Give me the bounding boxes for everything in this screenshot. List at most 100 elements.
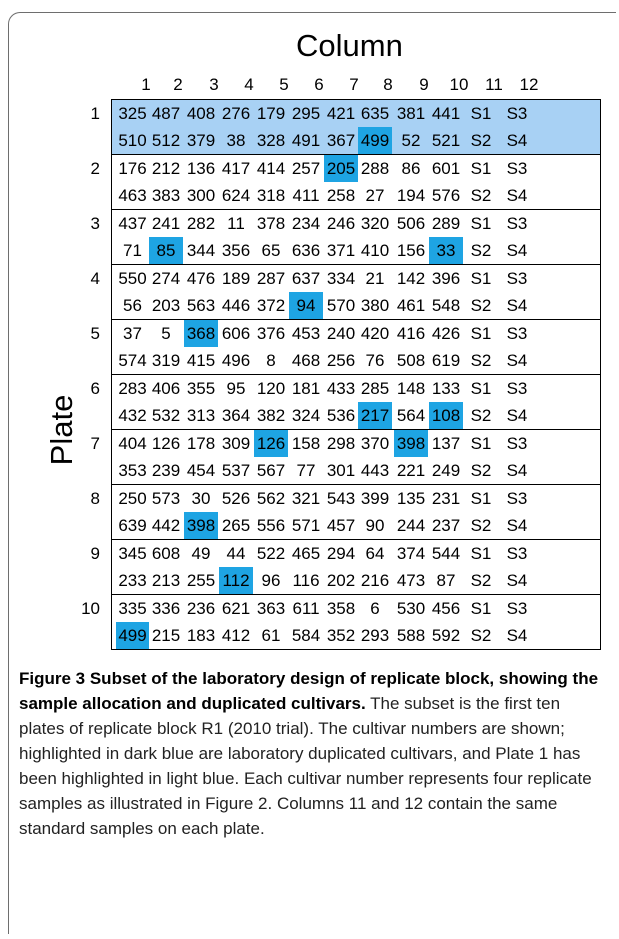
cultivar-cell: 233 <box>118 571 147 590</box>
cultivar-cell: 624 <box>221 186 251 205</box>
cultivar-cell: 635 <box>360 104 390 123</box>
cultivar-cell: 372 <box>256 296 286 315</box>
cultivar-cell: S2 <box>470 571 492 590</box>
cultivar-cell: 537 <box>221 461 251 480</box>
cultivar-cell: 412 <box>221 626 251 645</box>
column-number: 3 <box>209 75 219 94</box>
plate-row: 404 126 178 309 126 158 298 370 398 137 S1 S3 <box>112 430 600 457</box>
cultivar-cell: 215 <box>151 626 181 645</box>
cultivar-cell: 234 <box>291 214 321 233</box>
cultivar-cell: 574 <box>118 351 147 370</box>
plate-number: 1 <box>90 104 100 123</box>
cultivar-cell: 465 <box>291 544 321 563</box>
cultivar-cell: 321 <box>291 489 321 508</box>
cultivar-cell: 250 <box>118 489 147 508</box>
cultivar-cell: S1 <box>470 324 492 343</box>
cultivar-cell: 86 <box>401 159 421 178</box>
cultivar-cell: 328 <box>256 131 286 150</box>
cultivar-cell: 415 <box>186 351 216 370</box>
cultivar-cell: 573 <box>151 489 181 508</box>
cultivar-cell: S4 <box>506 571 528 590</box>
cultivar-cell: 491 <box>291 131 321 150</box>
cultivar-cell: 406 <box>151 379 181 398</box>
cultivar-cell: 576 <box>431 186 461 205</box>
duplicated-cultivar-cell: 205 <box>324 155 358 182</box>
cultivar-cell: 283 <box>118 379 147 398</box>
plate-block: 5 37 5 368 606 376 453 240 420 416 426 S1 S3 574 319 41… <box>91 319 600 374</box>
cultivar-cell: 249 <box>431 461 461 480</box>
cultivar-cell: 120 <box>256 379 286 398</box>
cultivar-cell: 468 <box>291 351 321 370</box>
cultivar-cell: S4 <box>506 626 528 645</box>
cultivar-cell: 382 <box>256 406 286 425</box>
cultivar-cell: S2 <box>470 626 492 645</box>
cultivar-cell: S2 <box>470 406 492 425</box>
cultivar-cell: 442 <box>151 516 181 535</box>
column-number: 10 <box>449 75 469 94</box>
cultivar-cell: 203 <box>151 296 181 315</box>
cultivar-cell: 556 <box>256 516 286 535</box>
cultivar-cell: 142 <box>396 269 426 288</box>
cultivar-cell: S3 <box>506 104 528 123</box>
cultivar-cell: 335 <box>118 599 147 618</box>
cultivar-cell: 352 <box>326 626 356 645</box>
cultivar-cell: 562 <box>256 489 286 508</box>
duplicated-cultivar-cell: 85 <box>149 237 183 264</box>
cultivar-cell: 176 <box>118 159 147 178</box>
cultivar-cell: 380 <box>360 296 390 315</box>
cultivar-cell: S3 <box>506 379 528 398</box>
cultivar-cell: S2 <box>470 516 492 535</box>
cultivar-cell: S4 <box>506 406 528 425</box>
cultivar-cell: 213 <box>151 571 181 590</box>
cultivar-cell: 324 <box>291 406 321 425</box>
plate-number: 3 <box>90 214 100 233</box>
cultivar-cell: 420 <box>360 324 390 343</box>
plate-row: 550 274 476 189 287 637 334 21 142 396 S1 S3 <box>112 265 600 292</box>
column-number: 7 <box>349 75 359 94</box>
cultivar-cell: S1 <box>470 489 492 508</box>
cultivar-cell: 246 <box>326 214 356 233</box>
cultivar-cell: 241 <box>151 214 181 233</box>
cultivar-cell: 21 <box>365 269 385 288</box>
cultivar-cell: 443 <box>360 461 390 480</box>
cultivar-cell: 52 <box>401 131 421 150</box>
cultivar-cell: S4 <box>506 351 528 370</box>
cultivar-cell: 116 <box>292 571 320 590</box>
cultivar-cell: 383 <box>151 186 181 205</box>
cultivar-cell: 179 <box>256 104 286 123</box>
cultivar-cell: 240 <box>326 324 356 343</box>
column-number: 8 <box>383 75 393 94</box>
duplicated-cultivar-cell: 112 <box>219 567 253 594</box>
cultivar-cell: 426 <box>431 324 461 343</box>
cultivar-cell: S1 <box>470 214 492 233</box>
cultivar-cell: 77 <box>296 461 316 480</box>
cultivar-cell: 309 <box>221 434 251 453</box>
cultivar-cell: 570 <box>326 296 356 315</box>
duplicated-cultivar-cell: 33 <box>429 237 463 264</box>
cultivar-cell: 601 <box>431 159 461 178</box>
cultivar-cell: 319 <box>151 351 181 370</box>
cultivar-cell: 522 <box>256 544 286 563</box>
cultivar-cell: 563 <box>186 296 216 315</box>
cultivar-cell: 506 <box>396 214 426 233</box>
cultivar-cell: 334 <box>326 269 356 288</box>
cultivar-cell: 158 <box>291 434 321 453</box>
column-number: 11 <box>485 75 503 94</box>
plate-number: 5 <box>90 324 100 343</box>
cultivar-cell: 487 <box>151 104 181 123</box>
cultivar-cell: S1 <box>470 434 492 453</box>
plate-number: 6 <box>90 379 100 398</box>
cultivar-cell: 404 <box>118 434 147 453</box>
duplicated-cultivar-cell: 499 <box>116 622 149 649</box>
cultivar-cell: 90 <box>365 516 385 535</box>
cultivar-cell: 76 <box>365 351 385 370</box>
cultivar-cell: 95 <box>226 379 246 398</box>
plate-row: 510 512 379 38 328 491 367 499 52 521 S2 S4 <box>112 127 600 154</box>
plate-row: 437 241 282 11 378 234 246 320 506 289 S1 S3 <box>112 210 600 237</box>
plate-row: 71 85 344 356 65 636 371 410 156 33 S2 S4 <box>112 237 600 264</box>
cultivar-cell: 367 <box>326 131 356 150</box>
cultivar-cell: 476 <box>186 269 216 288</box>
cultivar-cell: 432 <box>118 406 147 425</box>
cultivar-cell: 194 <box>396 186 426 205</box>
cultivar-cell: 457 <box>326 516 356 535</box>
